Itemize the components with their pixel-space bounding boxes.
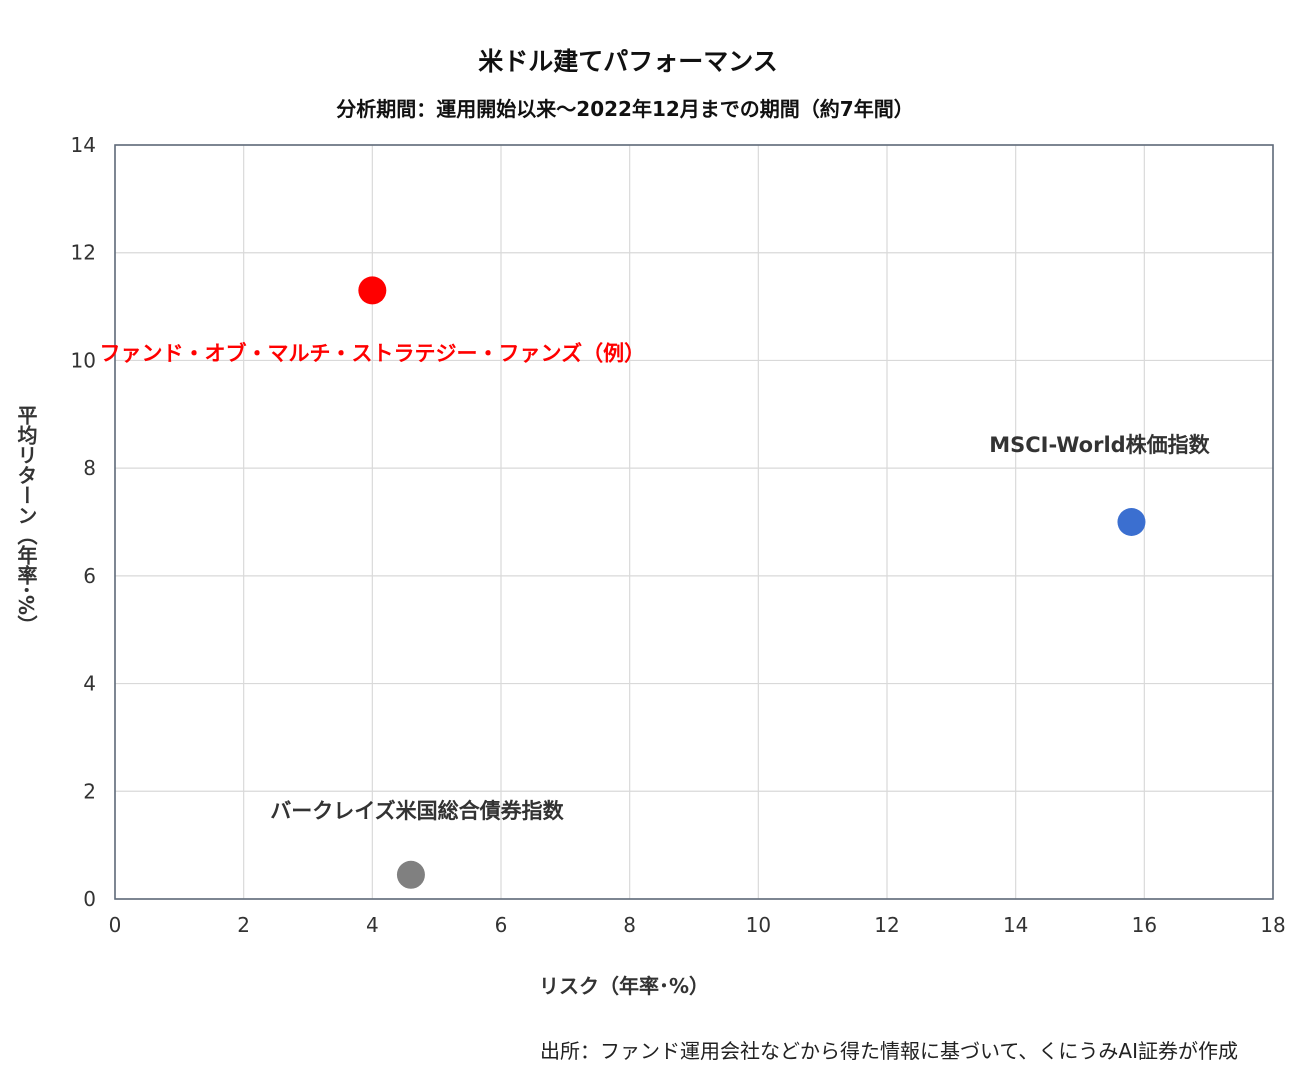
y-tick-label: 2 [83,779,96,803]
x-tick-label: 6 [495,913,508,937]
x-tick-label: 16 [1132,913,1157,937]
source-note: 出所：ファンド運用会社などから得た情報に基づいて、くにうみAI証券が作成 [540,1039,1238,1063]
plot-area-frame [114,144,1274,900]
data-point [396,860,425,889]
y-tick-label: 0 [83,887,96,911]
data-point-label: MSCI-World株価指数 [989,433,1210,457]
y-tick-label: 6 [83,564,96,588]
x-axis-label: リスク（年率･%） [539,974,709,998]
x-tick-label: 12 [874,913,899,937]
grid-lines [114,144,1274,900]
data-point [358,276,387,305]
data-point [1117,508,1146,536]
x-tick-label: 4 [366,913,379,937]
x-tick-label: 14 [1003,913,1028,937]
y-tick-label: 4 [83,672,96,696]
y-axis-label: 平均リターン（年率･%） [14,405,38,635]
y-tick-label: 10 [71,348,96,372]
chart-title: 米ドル建てパフォーマンス [478,47,778,76]
x-tick-label: 8 [623,913,636,937]
x-tick-label: 10 [746,913,771,937]
y-tick-label: 8 [83,456,96,480]
data-point-label: ファンド・オブ・マルチ・ストラテジー・ファンズ（例） [100,341,646,365]
x-tick-label: 2 [237,913,250,937]
data-point-label: バークレイズ米国総合債券指数 [270,799,564,823]
y-tick-label: 14 [71,133,96,157]
chart-subtitle: 分析期間：運用開始以来～2022年12月までの期間（約7年間） [336,97,913,121]
y-tick-label: 12 [71,241,96,265]
x-tick-label: 18 [1260,913,1285,937]
axis-ticks: 0 2 4 6 8 10 12 14 16 18 0 2 4 6 8 10 12 14 [71,133,1286,937]
x-tick-label: 0 [109,913,122,937]
data-points: ファンド・オブ・マルチ・ストラテジー・ファンズ（例） MSCI-World株価指数… [100,276,1211,889]
